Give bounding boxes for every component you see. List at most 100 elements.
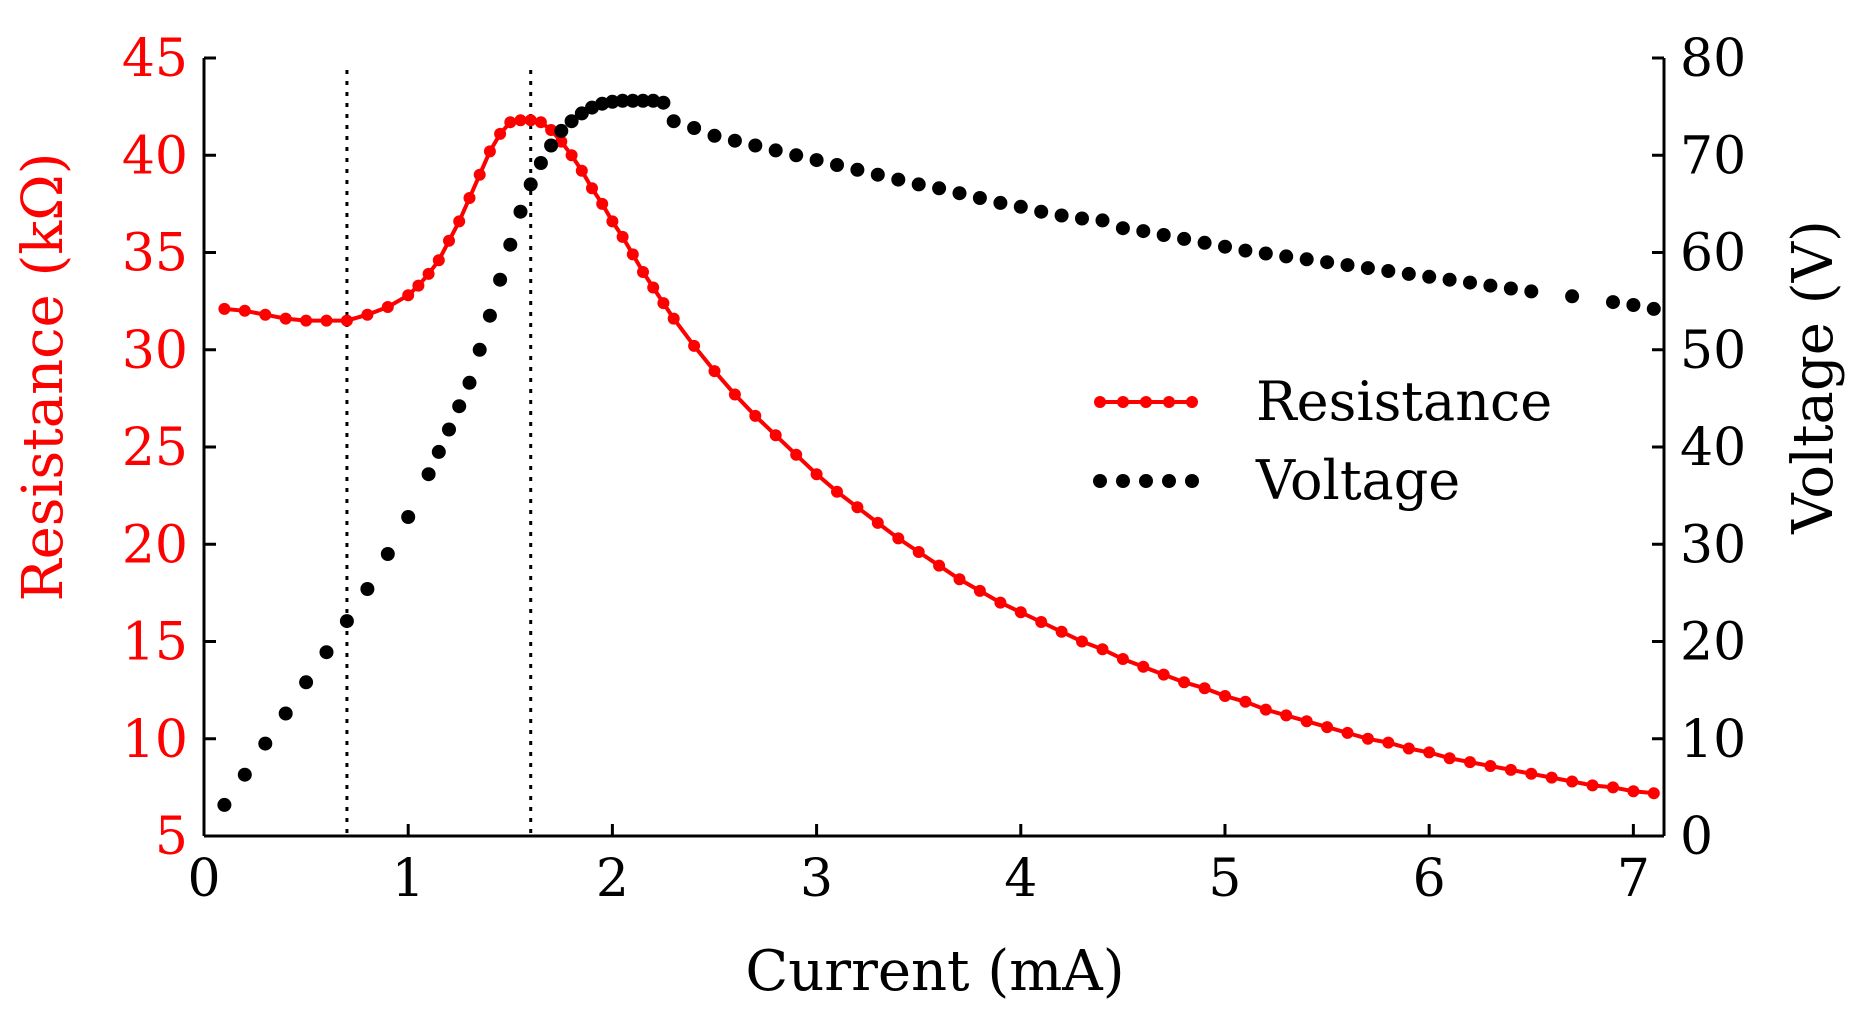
plot-frame — [202, 58, 1666, 838]
resistance-point — [1525, 767, 1538, 780]
voltage-point — [1034, 204, 1049, 219]
voltage-point — [574, 106, 589, 121]
voltage-point — [1197, 235, 1212, 250]
voltage-point — [380, 547, 395, 561]
resistance-point — [534, 116, 547, 129]
resistance-point — [1382, 736, 1395, 749]
voltage-point — [1013, 199, 1028, 214]
right-axis-label: Voltage (V) — [1781, 220, 1846, 535]
resistance-point — [769, 429, 782, 442]
voltage-point — [748, 138, 763, 153]
resistance-point — [361, 308, 374, 321]
resistance-point — [933, 559, 946, 572]
resistance-point — [626, 248, 639, 261]
resistance-point — [494, 127, 507, 140]
resistance-point — [575, 164, 588, 177]
resistance-point — [483, 145, 496, 158]
voltage-point — [493, 272, 508, 287]
resistance-point — [647, 281, 660, 294]
resistance-point — [1504, 763, 1517, 776]
right-y-tick-label: 40 — [1680, 418, 1746, 478]
resistance-point — [637, 266, 649, 278]
right-y-tick-label: 60 — [1680, 224, 1746, 284]
resistance-point — [565, 149, 578, 162]
voltage-point — [605, 94, 620, 109]
voltage-point — [523, 177, 538, 192]
voltage-point — [1503, 281, 1518, 296]
resistance-point — [340, 314, 353, 327]
resistance-point — [586, 182, 598, 195]
right-y-tick-label: 80 — [1680, 29, 1746, 89]
resistance-point — [463, 192, 476, 204]
resistance-point — [443, 234, 455, 247]
resistance-point — [1586, 779, 1599, 792]
resistance-point — [320, 314, 333, 327]
x-tick-label: 2 — [596, 849, 629, 909]
voltage-point — [1075, 211, 1089, 226]
voltage-point — [656, 95, 671, 110]
resistance-point — [300, 314, 313, 327]
voltage-point — [1279, 249, 1294, 264]
voltage-point — [1156, 228, 1171, 242]
voltage-point — [462, 375, 477, 390]
resistance-point — [667, 312, 680, 325]
voltage-point — [1320, 255, 1335, 270]
voltage-point — [972, 191, 987, 205]
resistance-point — [545, 124, 558, 136]
voltage-point — [911, 177, 926, 192]
voltage-point — [1606, 295, 1620, 310]
x-tick-label: 6 — [1413, 849, 1446, 909]
voltage-point — [431, 444, 446, 459]
resistance-point — [422, 267, 435, 280]
resistance-point — [790, 448, 803, 461]
left-y-tick-label: 30 — [122, 321, 188, 381]
voltage-point — [707, 128, 722, 143]
resistance-point — [749, 409, 762, 422]
voltage-point — [1177, 231, 1192, 246]
voltage-point — [1646, 301, 1661, 316]
resistance-point — [555, 135, 568, 148]
voltage-point — [258, 736, 273, 751]
resistance-point — [1239, 695, 1252, 708]
voltage-point — [360, 582, 375, 596]
legend-label-voltage: Voltage — [1255, 449, 1460, 512]
voltage-point — [421, 467, 436, 482]
voltage-point — [1524, 284, 1539, 299]
resistance-point — [1321, 721, 1334, 734]
x-tick-label: 1 — [392, 849, 425, 909]
voltage-point — [1422, 269, 1437, 284]
resistance-point — [953, 573, 966, 586]
voltage-series — [217, 93, 1661, 812]
voltage-point — [319, 645, 334, 660]
voltage-point — [1626, 298, 1641, 312]
resistance-point — [259, 308, 272, 321]
right-y-tick-label: 20 — [1680, 613, 1746, 673]
left-y-tick-label: 35 — [122, 224, 188, 284]
resistance-point — [596, 197, 609, 210]
resistance-point — [218, 302, 231, 315]
voltage-point — [1238, 243, 1253, 258]
voltage-point — [452, 399, 467, 414]
resistance-point — [1402, 742, 1415, 755]
voltage-point — [891, 172, 906, 187]
resistance-point — [1300, 715, 1313, 728]
voltage-point — [870, 167, 885, 182]
voltage-point — [554, 123, 569, 138]
resistance-point — [912, 546, 925, 558]
voltage-point — [339, 614, 354, 629]
voltage-point — [636, 93, 650, 108]
resistance-point — [810, 468, 823, 481]
voltage-point — [809, 153, 824, 168]
voltage-point — [830, 158, 844, 172]
voltage-point — [442, 422, 456, 437]
left-y-tick-label: 40 — [122, 126, 188, 186]
resistance-point — [616, 230, 629, 243]
resistance-point — [1545, 771, 1558, 784]
resistance-point — [728, 388, 741, 401]
resistance-point — [851, 501, 864, 514]
voltage-point — [1054, 208, 1069, 223]
legend: Resistance Voltage — [1093, 370, 1552, 512]
x-axis-label: Current (mA) — [745, 939, 1124, 1004]
resistance-series — [218, 114, 1660, 800]
